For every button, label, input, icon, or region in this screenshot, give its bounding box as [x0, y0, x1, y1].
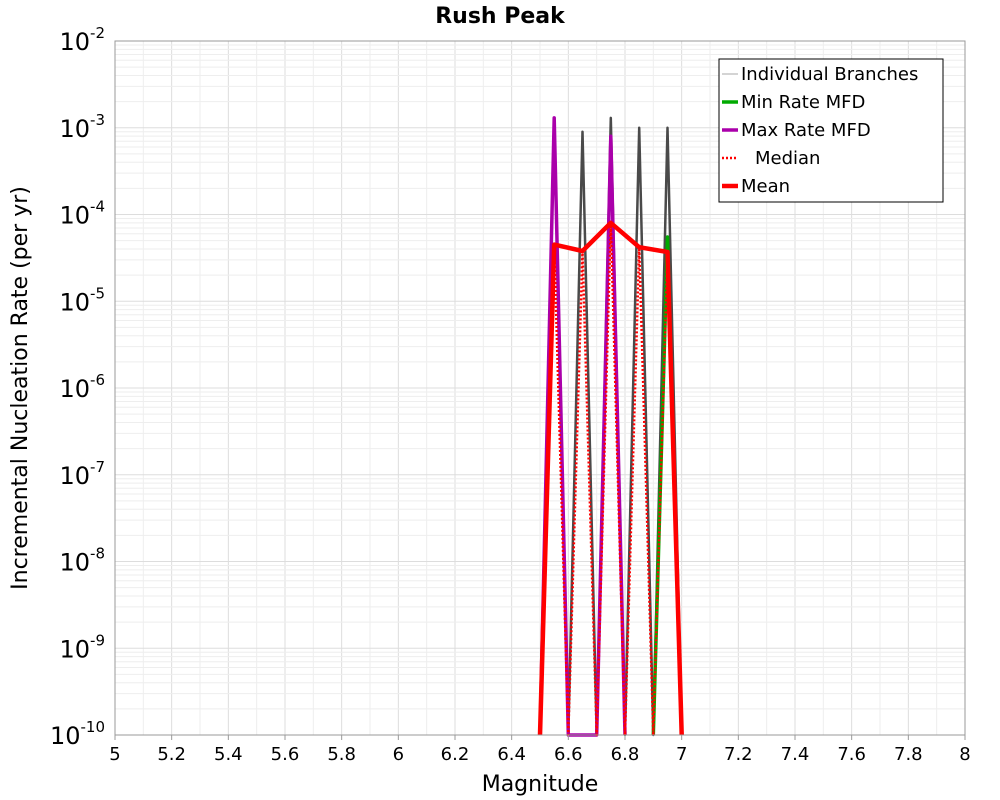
y-ticks: 10-2 10-3 10-4 10-5 10-6 10-7 10-8 10-9 10-10: [50, 24, 105, 750]
y-tick-label: 10-4: [59, 198, 105, 230]
x-tick-label: 5.4: [214, 744, 243, 765]
x-tick-label: 6: [393, 744, 404, 765]
legend-label: Min Rate MFD: [741, 92, 865, 113]
x-tick-label: 5.6: [271, 744, 300, 765]
x-tick-label: 5.2: [157, 744, 186, 765]
x-tick-label: 6.8: [611, 744, 640, 765]
x-tick-label: 5.8: [327, 744, 356, 765]
y-tick-label: 10-10: [50, 718, 105, 750]
x-tick-label: 7.4: [781, 744, 810, 765]
legend-label: Median: [755, 148, 820, 169]
x-tick-label: 7.6: [837, 744, 866, 765]
x-axis-label: Magnitude: [482, 772, 599, 797]
x-tick-label: 6.2: [441, 744, 470, 765]
legend-label: Max Rate MFD: [741, 120, 871, 141]
x-ticks: 5 5.2 5.4 5.6 5.8 6 6.2 6.4 6.6 6.8 7 7.2 7.4 7.6 7.8 8: [109, 735, 971, 765]
legend: Individual Branches Min Rate MFD Max Rate …: [718, 58, 944, 203]
x-tick-label: 7.8: [894, 744, 923, 765]
series-group: [537, 116, 684, 737]
series-line-max-rate-mfd: [538, 116, 627, 737]
y-tick-label: 10-3: [59, 111, 105, 143]
y-tick-label: 10-9: [59, 631, 105, 663]
y-tick-label: 10-6: [59, 371, 105, 403]
legend-box: [718, 58, 944, 203]
y-tick-label: 10-8: [59, 545, 105, 577]
x-tick-label: 5: [109, 744, 120, 765]
x-tick-label: 8: [959, 744, 970, 765]
y-axis-label: Incremental Nucleation Rate (per yr): [8, 186, 33, 590]
chart-title: Rush Peak: [435, 4, 566, 29]
y-tick-label: 10-5: [59, 284, 105, 316]
y-tick-label: 10-2: [59, 24, 105, 56]
legend-label: Individual Branches: [741, 64, 918, 85]
plot-frame: [114, 40, 966, 736]
x-tick-label: 7: [676, 744, 687, 765]
x-tick-label: 6.4: [497, 744, 526, 765]
series-line-mean: [537, 220, 684, 736]
y-tick-label: 10-7: [59, 458, 105, 490]
legend-label: Mean: [741, 176, 790, 197]
x-tick-label: 6.6: [554, 744, 583, 765]
x-tick-label: 7.2: [724, 744, 753, 765]
